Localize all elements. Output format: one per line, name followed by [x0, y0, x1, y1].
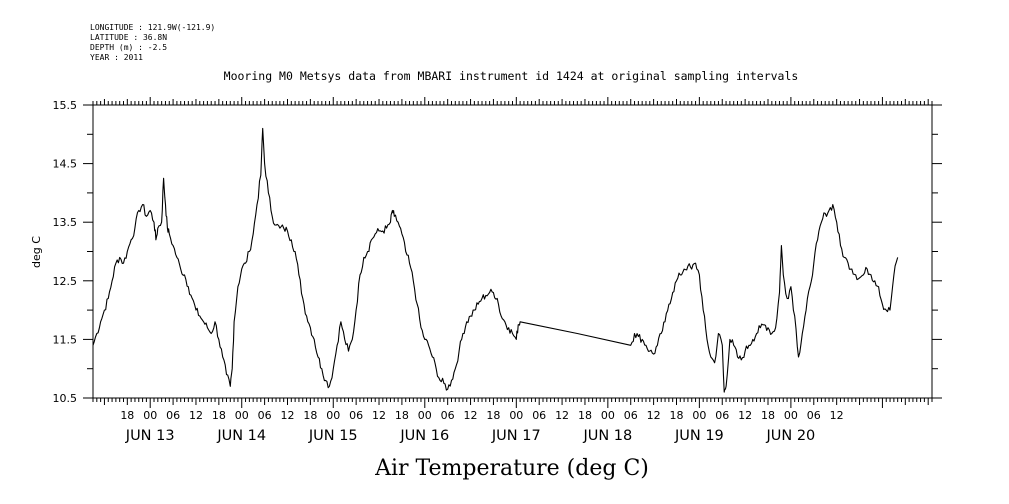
- x-tick-label: 00: [143, 409, 157, 422]
- x-day-label: JUN 15: [308, 428, 358, 444]
- x-tick-label: 12: [738, 409, 752, 422]
- x-tick-label: 06: [807, 409, 821, 422]
- x-tick-label: 00: [784, 409, 798, 422]
- x-tick-label: 18: [578, 409, 592, 422]
- x-tick-label: 18: [303, 409, 317, 422]
- x-tick-label: 18: [669, 409, 683, 422]
- x-tick-label: 00: [692, 409, 706, 422]
- x-day-label: JUN 14: [216, 428, 266, 444]
- x-tick-label: 00: [601, 409, 615, 422]
- x-tick-label: 00: [235, 409, 249, 422]
- x-day-label: JUN 13: [125, 428, 175, 444]
- x-day-label: JUN 20: [765, 428, 815, 444]
- y-tick-label: 12.5: [53, 275, 78, 288]
- x-tick-label: 18: [395, 409, 409, 422]
- year-label: YEAR : 2011: [90, 53, 143, 62]
- x-day-label: JUN 19: [674, 428, 724, 444]
- x-tick-label: 12: [830, 409, 844, 422]
- y-tick-label: 10.5: [53, 392, 78, 405]
- x-axis-title: Air Temperature (deg C): [374, 456, 649, 481]
- x-tick-label: 18: [120, 409, 134, 422]
- x-tick-label: 00: [418, 409, 432, 422]
- x-tick-label: 06: [258, 409, 272, 422]
- x-tick-label: 06: [441, 409, 455, 422]
- chart-title: Mooring M0 Metsys data from MBARI instru…: [224, 69, 799, 83]
- temperature-series-line: [92, 127, 899, 393]
- x-day-label: JUN 16: [399, 428, 449, 444]
- x-day-label: JUN 18: [582, 428, 632, 444]
- x-tick-label: 06: [532, 409, 546, 422]
- longitude-label: LONGITUDE : 121.9W(-121.9): [90, 23, 215, 32]
- x-tick-label: 18: [486, 409, 500, 422]
- x-tick-label: 12: [555, 409, 569, 422]
- x-tick-label: 12: [372, 409, 386, 422]
- x-day-label: JUN 17: [491, 428, 541, 444]
- x-tick-label: 12: [464, 409, 478, 422]
- latitude-label: LATITUDE : 36.8N: [90, 33, 167, 42]
- plot-frame: [92, 104, 933, 399]
- x-tick-label: 12: [280, 409, 294, 422]
- depth-label: DEPTH (m) : -2.5: [90, 43, 167, 52]
- y-tick-label: 14.5: [53, 158, 78, 171]
- y-tick-label: 15.5: [53, 99, 78, 112]
- x-tick-label: 06: [624, 409, 638, 422]
- x-tick-label: 00: [326, 409, 340, 422]
- x-tick-label: 06: [715, 409, 729, 422]
- y-axis-label: deg C: [30, 236, 43, 268]
- x-tick-label: 12: [647, 409, 661, 422]
- x-tick-label: 00: [509, 409, 523, 422]
- x-tick-label: 06: [349, 409, 363, 422]
- y-tick-label: 11.5: [53, 333, 78, 346]
- y-axis: 10.5 11.5 12.5 13.5 14.5 15.5: [53, 99, 942, 405]
- x-tick-label: 18: [761, 409, 775, 422]
- x-axis: 18 00 06 12 18 00 06 12 18 00 06 12 18 00 06 12 18 00 06 12…: [92, 97, 933, 444]
- y-tick-label: 13.5: [53, 216, 78, 229]
- x-tick-label: 18: [212, 409, 226, 422]
- x-tick-label: 12: [189, 409, 203, 422]
- series-layer: [92, 127, 899, 393]
- x-tick-label: 06: [166, 409, 180, 422]
